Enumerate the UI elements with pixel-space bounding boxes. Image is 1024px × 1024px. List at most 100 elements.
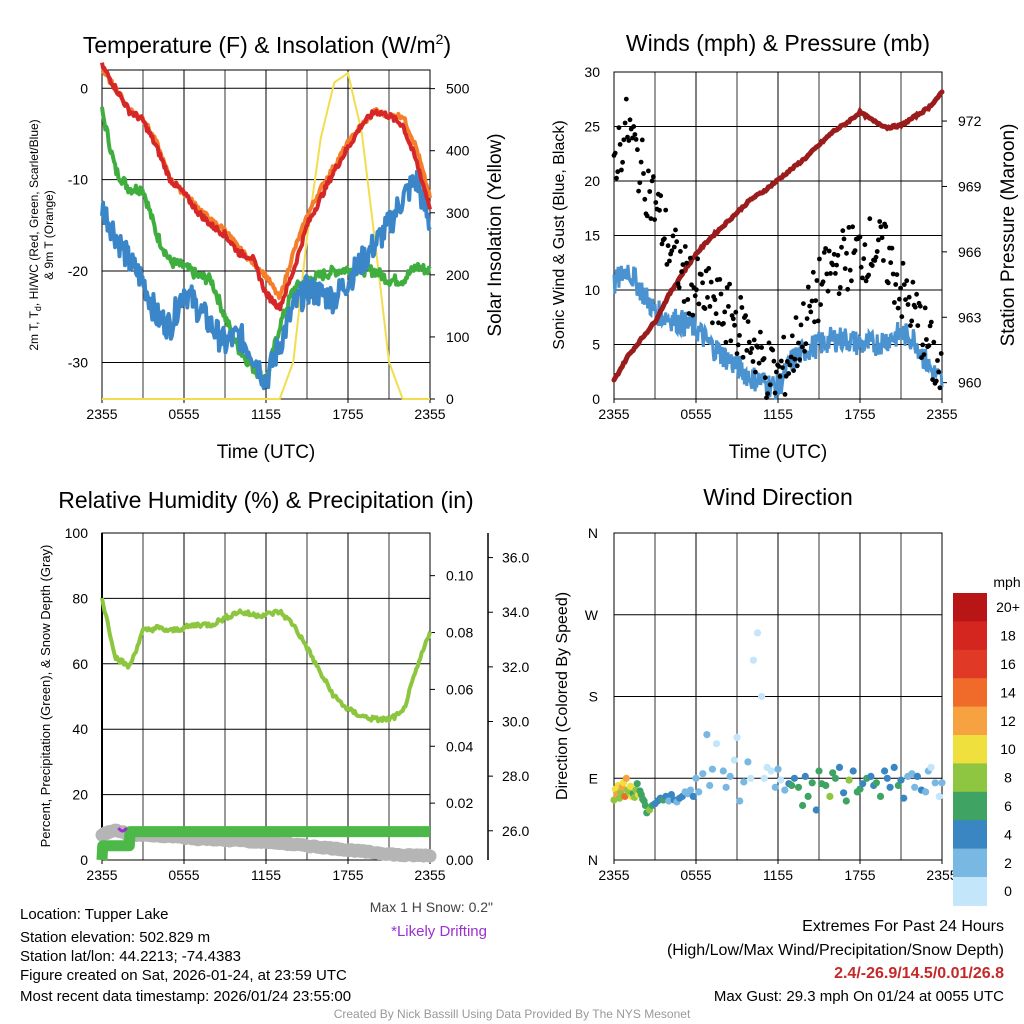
wind-gust-point	[652, 217, 657, 223]
wind-gust-point	[866, 272, 871, 278]
precip-ytick-label: 0.10	[446, 568, 473, 584]
dir-point	[753, 629, 762, 637]
temp-y2tick-label: 100	[446, 329, 470, 345]
dir-point	[708, 765, 717, 773]
wind-ytick-label: 15	[584, 228, 600, 244]
wind-gust-point	[612, 150, 618, 156]
wind-gust-point	[639, 137, 645, 143]
wind-gust-point	[647, 189, 653, 194]
dir-point	[744, 758, 752, 766]
wind-gust-point	[638, 159, 644, 165]
dir-xtick-label: 0555	[680, 867, 711, 883]
wind-gust-point	[673, 227, 678, 233]
wind-panel-title: Winds (mph) & Pressure (mb)	[626, 30, 930, 56]
dir-point	[927, 763, 935, 772]
wind-gust-point	[690, 312, 696, 318]
wind-gust-point	[671, 244, 677, 250]
wind-gust-point	[702, 306, 708, 311]
dir-point	[883, 774, 891, 782]
wind-gust-point	[676, 285, 682, 290]
dir-point	[913, 772, 922, 781]
colorbar-swatch	[953, 791, 987, 821]
temp-series-wind-chill	[100, 169, 432, 391]
wind-gust-point	[637, 180, 643, 186]
wind-gust-point	[636, 188, 641, 194]
temp-y2label: Solar Insolation (Yellow)	[485, 133, 506, 336]
wind-gust-point	[810, 269, 816, 275]
wind-gust-point	[828, 271, 833, 276]
wind-gust-point	[657, 207, 662, 213]
info-latlon: Station lat/lon: 44.2213; -74.4383	[20, 948, 242, 965]
colorbar-tick-label: 2	[1004, 855, 1012, 871]
wind-gust-point	[808, 309, 814, 315]
dir-point	[740, 778, 748, 786]
wind-gust-point	[789, 333, 795, 339]
max-snow-note: Max 1 H Snow: 0.2"	[370, 899, 493, 915]
wind-gust-point	[809, 298, 815, 304]
wind-gust-point	[721, 321, 726, 326]
wind-gust-point	[817, 256, 822, 262]
wind-gust-point	[873, 254, 879, 260]
wind-gust-point	[910, 279, 916, 285]
precip-ytick-label: 0.08	[446, 625, 473, 641]
wind-xtick-label: 1155	[763, 406, 793, 422]
dir-point	[760, 774, 768, 782]
wind-gust-point	[901, 282, 907, 287]
wind-gust-point	[801, 301, 806, 306]
colorbar-tick-label: 8	[1004, 770, 1012, 786]
wind-gust-point	[821, 250, 827, 255]
wind-gust-point	[681, 299, 687, 304]
temp-xtick-label: 2355	[414, 406, 445, 422]
wind-gust-point	[685, 297, 691, 302]
rh-xtick-label: 1155	[251, 867, 281, 883]
snow-ytick-label: 28.0	[502, 768, 529, 784]
wind-gust-point	[938, 351, 944, 356]
wind-gust-point	[836, 291, 842, 297]
wind-gust-point	[631, 124, 637, 129]
temp-y2tick-label: 0	[446, 391, 454, 407]
temp-ytick-label: -10	[68, 172, 88, 188]
dir-point	[726, 772, 734, 781]
wind-gust-point	[642, 196, 648, 202]
snow-ytick-label: 36.0	[502, 550, 529, 566]
wind-gust-point	[766, 340, 772, 346]
dir-point	[876, 792, 885, 801]
wind-gust-point	[662, 236, 667, 242]
wind-gust-point	[785, 359, 790, 364]
wind-gust-point	[692, 293, 698, 299]
wind-gust-point	[772, 390, 778, 396]
colorbar-tick-label: 4	[1004, 826, 1012, 842]
dir-point	[758, 692, 766, 701]
wind-gust-point	[894, 272, 900, 277]
wind-gust-point	[780, 365, 785, 370]
wind-gust-point	[813, 298, 819, 303]
wind-gust-point	[860, 275, 865, 281]
dir-point	[719, 767, 727, 775]
wind-gust-point	[686, 311, 692, 316]
snow-ytick-label: 32.0	[502, 659, 529, 675]
wind-gust-point	[616, 125, 622, 131]
wind-gust-point	[771, 358, 777, 364]
wind-gust-point	[787, 362, 793, 368]
wind-gust-point	[876, 237, 881, 243]
info-created: Figure created on Sat, 2026-01-24, at 23…	[20, 967, 347, 984]
wind-y2tick-label: 969	[958, 178, 982, 194]
wind-gust-point	[724, 285, 730, 290]
winds-pressure-chart: 2355 0555 1155 1755 235505101520253096096396…	[584, 64, 981, 422]
wind-gust-point	[620, 159, 625, 165]
wind-gust-point	[815, 318, 821, 324]
wind-gust-point	[726, 304, 731, 309]
rh-precip-chart: 2355 0555 1155 1755 23550204060801000.000.02…	[65, 525, 530, 883]
dir-point	[722, 783, 730, 791]
wind-gust-point	[861, 256, 867, 262]
rh-xtick-label: 0555	[168, 867, 199, 883]
wind-ytick-label: 0	[592, 391, 600, 407]
temp-y2tick-label: 400	[446, 143, 470, 159]
dir-point	[856, 785, 864, 793]
dir-point	[894, 781, 902, 790]
wind-gust-point	[914, 291, 919, 297]
wind-gust-point	[776, 364, 782, 369]
dir-point	[849, 767, 857, 775]
wind-gust-point	[734, 351, 740, 356]
